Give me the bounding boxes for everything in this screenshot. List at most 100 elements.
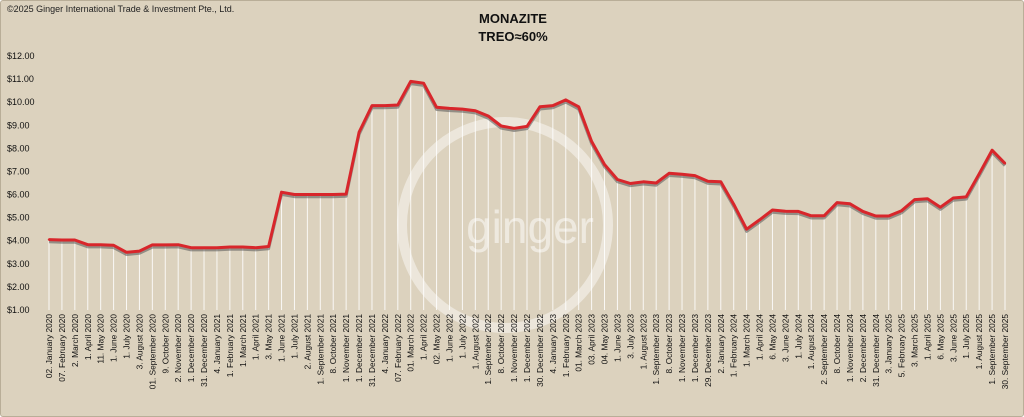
data-point [706,179,710,183]
x-tick-label: 1. November 2024 [845,314,855,383]
x-tick-label: 1. September 2025 [987,314,997,385]
data-point [241,245,244,249]
x-tick-label: 1. August 2024 [806,314,816,370]
data-point [254,246,257,249]
data-point [784,209,787,213]
data-point [215,246,219,249]
data-point [383,104,387,107]
x-tick-label: 1. November 2021 [341,314,351,383]
data-point [332,193,335,196]
y-tick-label: $8.00 [7,143,30,153]
x-tick-label: 1. March 2021 [238,314,248,367]
data-point [654,181,658,185]
x-tick-label: 30. December 2022 [535,314,545,387]
data-point [461,107,464,111]
x-tick-label: 1. April 2022 [419,314,429,361]
x-tick-label: 07. February 2020 [57,314,67,382]
data-point [538,105,542,109]
x-tick-label: 3. June 2025 [948,314,958,362]
x-tick-label: 2. August 2021 [302,314,312,370]
x-tick-label: 02. January 2020 [44,314,54,379]
data-point [1003,162,1007,165]
data-point [887,214,890,218]
data-point [939,206,942,209]
x-tick-label: 1. August 2025 [974,314,984,370]
data-point [590,140,593,143]
series-shadow [48,82,1007,257]
data-point [99,243,102,246]
data-point [151,243,154,247]
data-point [176,243,180,246]
x-tick-label: 1. July 2021 [289,314,299,359]
data-point [564,98,567,102]
data-point [73,238,77,242]
data-point [474,109,477,112]
x-tick-label: 4. January 2022 [380,314,390,374]
x-tick-label: 31. December 2024 [871,314,881,387]
x-tick-label: 2. March 2020 [70,314,80,367]
chart-title: MONAZITE [479,11,547,26]
x-tick-label: 1. June 2023 [612,314,622,362]
x-tick-label: 02. May 2022 [432,314,442,365]
x-tick-label: 01. March 2022 [406,314,416,372]
x-tick-label: 29. December 2023 [703,314,713,387]
x-tick-label: 1. June 2021 [277,314,287,362]
data-point [370,104,374,107]
x-tick-label: 3. July 2023 [625,314,635,359]
data-point [693,174,697,177]
ginger-watermark-logo: ginger [397,117,613,333]
data-point [228,245,232,249]
data-point [422,82,425,85]
x-tick-label: 8. October 2024 [832,314,842,374]
data-point [732,203,735,206]
y-tick-label: $7.00 [7,166,30,176]
data-point [435,106,438,109]
x-tick-label: 1. March 2024 [742,314,752,367]
data-point [758,218,761,222]
data-point [719,180,722,184]
x-tick-label: 8. October 2023 [664,314,674,374]
data-point [267,245,270,248]
data-point [913,198,916,201]
data-point [745,227,748,231]
x-tick-label: 1. April 2025 [922,314,932,361]
x-tick-label: 1. February 2021 [225,314,235,378]
x-tick-label: 1. August 2023 [638,314,648,370]
x-tick-label: 1. June 2022 [444,314,454,362]
x-tick-label: 1. December 2021 [354,314,364,383]
x-tick-label: 3. January 2025 [884,314,894,374]
x-tick-label: 30. September 2025 [1000,314,1010,390]
y-tick-label: $5.00 [7,213,30,223]
data-point [990,149,994,152]
data-point [487,114,490,118]
data-point [306,193,309,196]
data-point [293,193,296,196]
x-tick-label: 9. October 2020 [160,314,170,374]
data-point [603,163,606,166]
data-point [551,104,555,107]
data-point [810,214,813,217]
data-point [319,193,322,196]
x-tick-label: 6. May 2024 [767,314,777,360]
chart-subtitle: TREO≈60% [478,29,548,44]
data-point [667,172,671,175]
x-tick-label: 2. December 2024 [858,314,868,383]
data-point [874,214,878,218]
x-tick-label: 2. November 2020 [173,314,183,383]
x-tick-label: 1. February 2023 [561,314,571,378]
x-tick-label: 3. May 2021 [264,314,274,360]
x-tick-label: 1. April 2024 [755,314,765,361]
y-tick-label: $6.00 [7,190,30,200]
x-tick-label: 8. October 2022 [496,314,506,374]
y-tick-label: $12.00 [7,51,35,61]
data-point [164,243,167,247]
data-point [499,124,503,128]
data-point [926,197,929,200]
x-tick-label: 31. December 2020 [199,314,209,387]
data-point [202,246,206,249]
data-point [112,244,115,247]
x-tick-label: 1. September 2022 [483,314,493,385]
data-point [344,192,348,196]
x-tick-label: 1. July 2022 [457,314,467,359]
x-tick-label: 1. June 2020 [109,314,119,362]
